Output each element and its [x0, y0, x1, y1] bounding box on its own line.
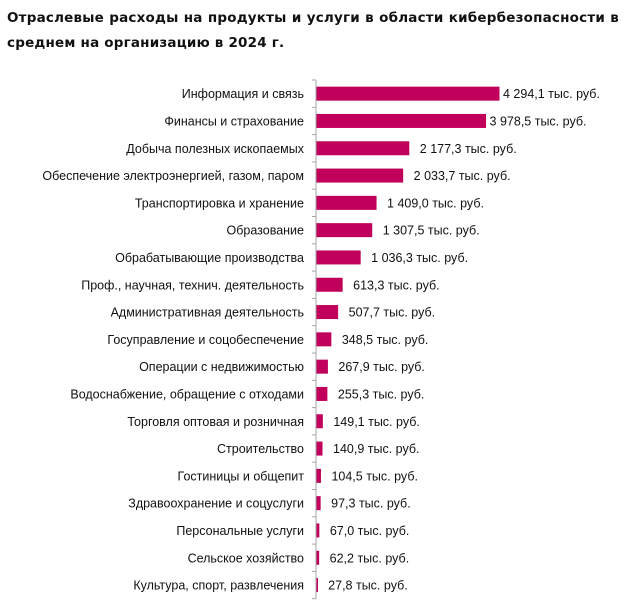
category-label: Здравоохранение и соцуслуги	[128, 497, 304, 511]
data-label: 267,9 тыс. руб.	[338, 360, 425, 374]
category-label: Добыча полезных ископаемых	[126, 142, 304, 156]
category-label: Операции с недвижимостью	[139, 360, 304, 374]
data-label: 3 978,5 тыс. руб.	[490, 114, 587, 128]
bar	[316, 359, 328, 374]
data-label: 62,2 тыс. руб.	[330, 551, 410, 565]
category-label: Строительство	[217, 442, 304, 456]
category-label: Персональные услуги	[176, 524, 304, 538]
bar	[316, 550, 320, 565]
bar	[316, 414, 323, 429]
bar	[316, 468, 321, 483]
data-label: 1 036,3 тыс. руб.	[371, 251, 468, 265]
category-label: Административная деятельность	[111, 306, 304, 320]
category-label: Транспортировка и хранение	[135, 196, 304, 210]
category-label: Госуправление и соцобеспечение	[107, 333, 304, 347]
category-label: Обеспечение электроэнергией, газом, паро…	[42, 169, 304, 183]
data-label: 1 307,5 тыс. руб.	[383, 224, 480, 238]
bar	[316, 496, 321, 511]
bar	[316, 86, 500, 101]
data-label: 613,3 тыс. руб.	[353, 278, 440, 292]
data-label: 1 409,0 тыс. руб.	[387, 196, 484, 210]
data-label: 27,8 тыс. руб.	[328, 579, 408, 593]
data-label: 2 177,3 тыс. руб.	[420, 142, 517, 156]
data-label: 67,0 тыс. руб.	[330, 524, 410, 538]
category-label: Торговля оптовая и розничная	[127, 415, 304, 429]
category-label: Сельское хозяйство	[188, 551, 304, 565]
data-label: 4 294,1 тыс. руб.	[503, 87, 600, 101]
bar	[316, 250, 361, 265]
bar	[316, 223, 373, 238]
bar	[316, 195, 377, 210]
category-label: Финансы и страхование	[164, 114, 304, 128]
bar	[316, 141, 410, 156]
data-label: 255,3 тыс. руб.	[338, 387, 425, 401]
category-label: Проф., научная, технич. деятельность	[81, 278, 304, 292]
bar	[316, 441, 323, 456]
category-label: Гостиницы и общепит	[178, 469, 305, 483]
data-label: 507,7 тыс. руб.	[349, 306, 436, 320]
data-label: 140,9 тыс. руб.	[333, 442, 420, 456]
data-label: 104,5 тыс. руб.	[331, 469, 418, 483]
bar	[316, 113, 487, 128]
bar	[316, 305, 339, 320]
bar	[316, 168, 404, 183]
category-label: Культура, спорт, развлечения	[133, 579, 304, 593]
category-label: Обрабатывающие производства	[115, 251, 304, 265]
data-label: 2 033,7 тыс. руб.	[414, 169, 511, 183]
data-label: 97,3 тыс. руб.	[331, 497, 411, 511]
bar	[316, 578, 318, 593]
data-label: 348,5 тыс. руб.	[342, 333, 429, 347]
chart-title: Отраслевые расходы на продукты и услуги …	[7, 10, 619, 51]
category-label: Водоснабжение, обращение с отходами	[70, 387, 304, 401]
bar	[316, 277, 343, 292]
category-label: Образование	[227, 224, 305, 238]
bar	[316, 523, 320, 538]
bar	[316, 332, 332, 347]
category-label: Информация и связь	[182, 87, 304, 101]
bar	[316, 386, 328, 401]
data-label: 149,1 тыс. руб.	[333, 415, 420, 429]
